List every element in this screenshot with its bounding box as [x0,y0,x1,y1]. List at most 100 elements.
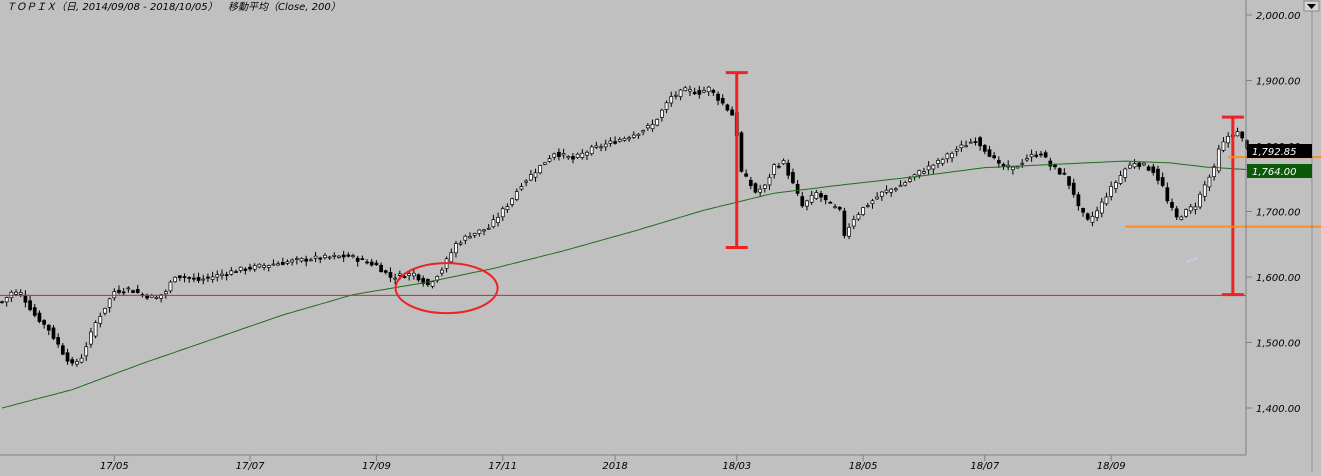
candle-body [973,141,978,143]
candle-body [37,312,42,322]
candle-body [454,243,458,254]
candle-body [655,118,660,126]
candle-body [309,259,313,262]
candle-body [641,130,646,133]
x-tick-label: 17/07 [236,461,265,472]
candle-body [477,229,482,234]
candle-body [173,276,178,283]
candle-body [762,184,767,189]
candle-body [163,291,168,295]
candle-body [248,266,252,270]
candle-body [561,153,566,156]
x-tick-label: 17/09 [362,461,391,472]
candle-body [51,327,56,339]
candle-body [215,274,220,278]
candle-body [940,158,945,164]
candle-body [926,165,931,171]
candle-body [416,274,421,281]
candle-body [369,261,374,266]
candle-body [1216,148,1221,172]
candle-body [1015,166,1020,169]
candle-body [627,137,631,140]
candle-body [32,307,37,316]
candle-body [1071,182,1076,195]
candle-body [1128,164,1132,169]
x-tick-label: 17/11 [488,461,517,472]
candle-body [879,191,884,197]
candle-body [1165,187,1170,202]
x-tick-label: 18/05 [849,461,878,472]
candle-body [1170,201,1174,208]
candle-body [103,308,107,314]
candle-body [355,257,360,262]
candle-body [870,200,875,204]
candle-body [276,263,280,266]
candle-body [589,146,594,155]
candle-body [496,217,500,223]
candle-body [861,207,865,215]
candle-body [716,93,720,101]
candle-body [772,164,777,175]
y-tick-label: 1,900.00 [1256,77,1301,88]
candle-body [252,265,257,270]
circle-annotation [394,262,499,315]
candle-body [337,255,341,258]
y-tick-label: 2,000.00 [1256,11,1301,22]
candle-body [388,272,393,278]
candle-body [982,144,987,152]
candle-body [332,254,337,257]
candle-body [758,188,763,193]
candle-body [257,263,262,268]
candle-body [304,258,309,262]
y-tick-label: 1,600.00 [1256,273,1301,284]
candle-body [294,258,299,260]
candle-body [107,298,112,308]
candle-body [192,277,196,280]
candle-body [580,152,585,158]
candle-body [75,361,79,365]
candle-body [93,322,98,337]
candle-body [884,189,889,193]
candle-body [70,359,75,364]
candle-body [1118,175,1123,184]
candle-body [599,146,603,149]
ma-indicator-label: 移動平均（Close, 200） [228,1,341,13]
candle-body [135,289,140,293]
candle-body [46,324,51,331]
candle-body [196,277,201,281]
candle-body [1011,166,1015,171]
candle-body [440,269,444,274]
candle-body [1198,193,1202,208]
candle-body [978,137,982,147]
candle-body [842,210,847,236]
candle-body [1109,186,1114,197]
candle-body [290,259,295,263]
candle-body [650,123,655,130]
candle-body [1146,166,1151,171]
range-bracket-1 [725,71,748,250]
candle-body [1095,210,1099,218]
candle-body [1039,153,1043,156]
candle-body [220,273,224,276]
candle-body [683,87,688,91]
candle-body [678,89,683,97]
candle-body [229,270,234,275]
candle-body [674,94,678,97]
candle-body [720,97,725,104]
candle-body [299,258,304,262]
candle-body [510,198,514,205]
candle-body [131,290,135,293]
candle-body [210,276,215,280]
candle-body [865,205,870,208]
candle-body [800,196,805,207]
candle-body [1193,206,1198,210]
x-tick-label: 18/09 [1097,461,1126,472]
candle-body [664,102,669,110]
candle-body [468,236,472,239]
candle-body [1090,215,1095,223]
y-tick-label: 1,500.00 [1256,339,1301,350]
candle-body [533,172,538,178]
candle-body [28,300,32,311]
candle-body [201,278,206,281]
candle-body [1207,176,1212,188]
